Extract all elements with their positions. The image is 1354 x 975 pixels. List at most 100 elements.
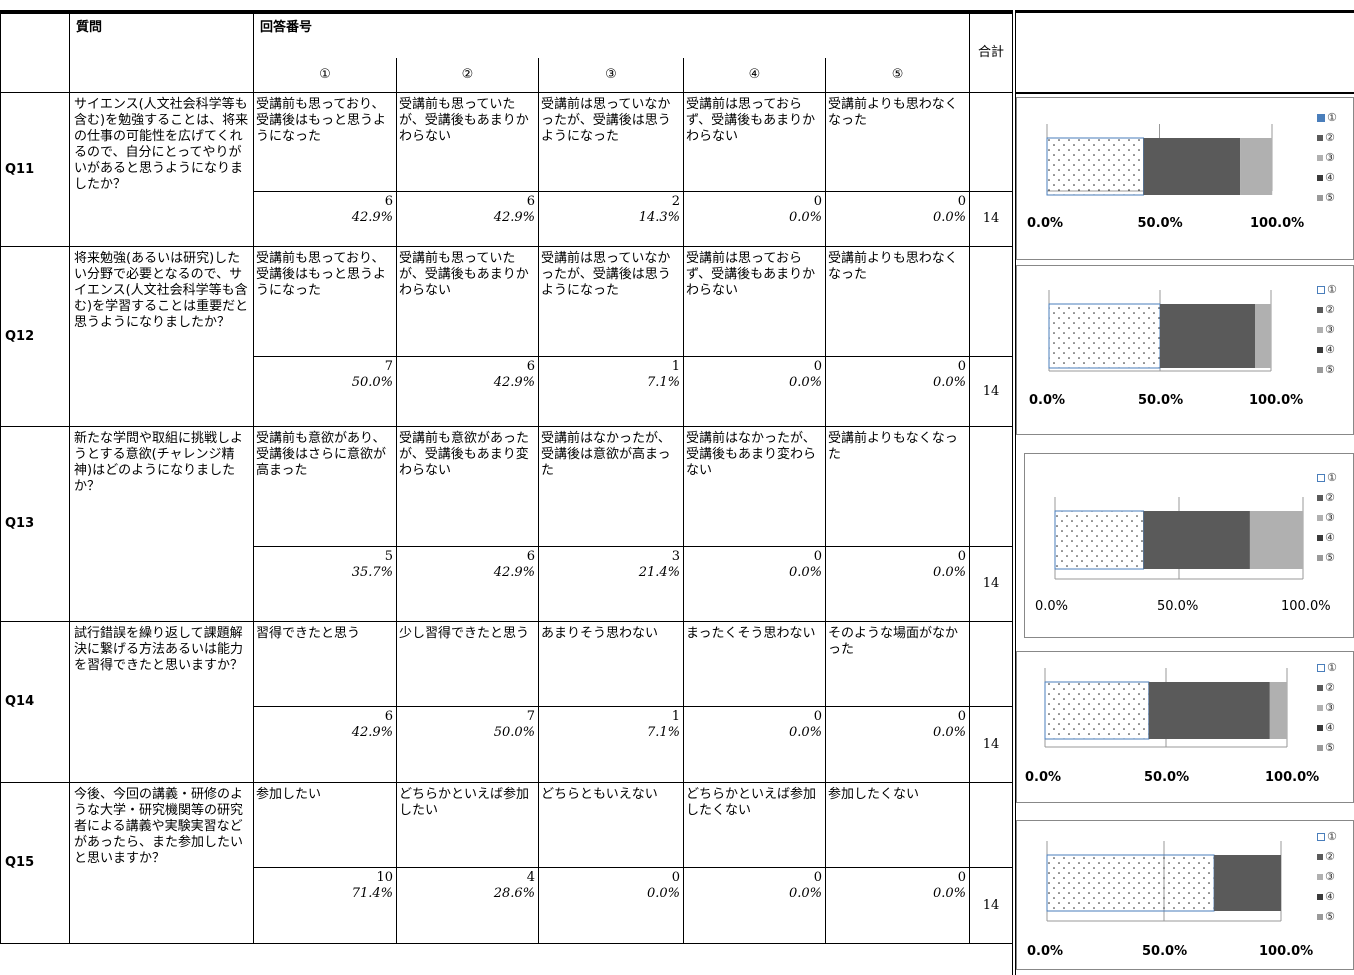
option-text-1: 受講前も意欲があり、受講後はさらに意欲が高まった bbox=[253, 426, 397, 547]
count-cell-4: 0 0.0% bbox=[683, 867, 826, 944]
right-header-rule bbox=[1016, 92, 1354, 94]
legend-label: ⑤ bbox=[1325, 363, 1335, 376]
count-cell-5: 0 0.0% bbox=[824, 356, 971, 427]
stacked-bar-chart-q11: 0.0% 50.0% 100.0% ① ② ③ ④ ⑤ bbox=[1016, 97, 1354, 260]
legend-label: ④ bbox=[1325, 343, 1335, 356]
legend-swatch bbox=[1317, 874, 1323, 880]
count-value: 0 bbox=[671, 870, 680, 885]
option-text-2: 少し習得できたと思う bbox=[396, 621, 539, 707]
legend-label: ① bbox=[1327, 661, 1337, 674]
bar-segment-2 bbox=[1214, 855, 1281, 911]
total-value: 14 bbox=[969, 546, 1014, 622]
count-value: 0 bbox=[813, 549, 822, 564]
x-tick-label: 0.0% bbox=[1025, 770, 1062, 785]
count-cell-4: 0 0.0% bbox=[683, 191, 826, 247]
option-text-5: 受講前よりも思わなくなった bbox=[824, 92, 971, 192]
legend-label: ② bbox=[1325, 850, 1335, 863]
answer-number-header: 回答番号 bbox=[252, 13, 971, 58]
total-value: 14 bbox=[969, 191, 1014, 247]
question-row-q15: Q15 今後、今回の講義・研修のような大学・研究機関等の研究者による講義や実験実習… bbox=[0, 782, 1014, 944]
option-text-5: そのような場面がなかった bbox=[824, 621, 971, 707]
legend-item-3: ③ bbox=[1317, 700, 1337, 720]
legend-swatch bbox=[1317, 347, 1323, 353]
option-text-4: 受講前はなかったが、受講後もあまり変わらない bbox=[683, 426, 826, 547]
count-value: 0 bbox=[957, 194, 967, 209]
legend-swatch bbox=[1317, 474, 1325, 482]
bar-segment-2 bbox=[1148, 682, 1270, 739]
legend-item-5: ⑤ bbox=[1317, 550, 1337, 570]
legend-label: ⑤ bbox=[1325, 910, 1335, 923]
legend-swatch bbox=[1317, 175, 1323, 181]
question-text: 将来勉強(あるいは研究)したい分野で必要となるので、サイエンス(人文社会科学等も… bbox=[69, 246, 254, 427]
stacked-bar-chart-q12: 0.0% 50.0% 100.0% ① ② ③ ④ ⑤ bbox=[1016, 265, 1354, 435]
total-header: 合計 bbox=[969, 13, 1014, 93]
bar-segment-1 bbox=[1046, 854, 1215, 912]
header-corner bbox=[0, 13, 70, 93]
count-value: 0 bbox=[813, 709, 822, 724]
legend-swatch bbox=[1317, 286, 1325, 294]
legend-item-5: ⑤ bbox=[1317, 740, 1337, 760]
percent-value: 0.0% bbox=[788, 375, 822, 390]
question-row-q13: Q13 新たな学問や取組に挑戦しようとする意欲(チャレンジ精神)はどのようになりま… bbox=[0, 426, 1014, 622]
chart-legend: ① ② ③ ④ ⑤ bbox=[1317, 660, 1337, 760]
legend-swatch bbox=[1317, 135, 1323, 141]
count-value: 0 bbox=[957, 709, 967, 724]
x-tick-label: 0.0% bbox=[1035, 599, 1069, 614]
total-value: 14 bbox=[969, 706, 1014, 783]
legend-swatch bbox=[1317, 535, 1323, 541]
percent-value: 50.0% bbox=[493, 725, 535, 740]
percent-value: 42.9% bbox=[493, 565, 535, 580]
option-text-2: 受講前も思っていたが、受講後もあまりかわらない bbox=[396, 92, 539, 192]
bar-segment-1 bbox=[1048, 303, 1161, 369]
bar-segment-1 bbox=[1054, 510, 1145, 570]
legend-label: ⑤ bbox=[1325, 551, 1335, 564]
bar-segment-2 bbox=[1143, 511, 1250, 569]
count-row-q12: 7 50.0% 6 42.9% 1 7.1% 0 0.0% 0 0.0% 14 bbox=[1, 356, 1014, 427]
count-cell-2: 6 42.9% bbox=[396, 546, 539, 622]
count-value: 0 bbox=[957, 870, 967, 885]
header-row: 質問 回答番号 合計 bbox=[0, 13, 1014, 93]
top-rule bbox=[0, 10, 1012, 13]
x-tick-label: 0.0% bbox=[1029, 393, 1066, 408]
legend-item-1: ① bbox=[1317, 660, 1337, 680]
option-text-5: 受講前よりも思わなくなった bbox=[824, 246, 971, 357]
legend-item-2: ② bbox=[1317, 490, 1337, 510]
percent-value: 0.0% bbox=[788, 886, 822, 901]
stacked-bar-chart-q13: 0.0% 50.0% 100.0% ① ② ③ ④ ⑤ bbox=[1024, 453, 1354, 638]
count-cell-1: 10 71.4% bbox=[253, 867, 397, 944]
option-text-5: 参加したくない bbox=[824, 782, 971, 868]
chart-svg bbox=[1048, 290, 1272, 372]
legend-item-4: ④ bbox=[1317, 720, 1337, 740]
option-text-3: どちらともいえない bbox=[538, 782, 684, 868]
option-text-2: 受講前も思っていたが、受講後もあまりかわらない bbox=[396, 246, 539, 357]
total-blank bbox=[969, 246, 1014, 357]
legend-item-2: ② bbox=[1317, 849, 1337, 869]
question-id: Q14 bbox=[0, 621, 70, 783]
legend-item-3: ③ bbox=[1317, 322, 1337, 342]
percent-value: 21.4% bbox=[638, 565, 680, 580]
option-text-3: 受講前はなかったが、受講後は意欲が高まった bbox=[538, 426, 684, 547]
count-cell-4: 0 0.0% bbox=[683, 356, 826, 427]
percent-value: 0.0% bbox=[933, 886, 967, 901]
question-text: 試行錯誤を繰り返して課題解決に繋げる方法あるいは能力を習得できたと思いますか？ bbox=[69, 621, 254, 783]
count-cell-3: 2 14.3% bbox=[538, 191, 684, 247]
x-tick-label: 50.0% bbox=[1144, 770, 1190, 785]
option-text-3: 受講前は思っていなかったが、受講後は思うようになった bbox=[538, 92, 684, 192]
bar-segment-3 bbox=[1249, 511, 1303, 569]
option-text-4: まったくそう思わない bbox=[683, 621, 826, 707]
count-value: 7 bbox=[384, 359, 393, 374]
bar-segment-3 bbox=[1255, 304, 1271, 368]
count-cell-3: 3 21.4% bbox=[538, 546, 684, 622]
question-row-q14: Q14 試行錯誤を繰り返して課題解決に繋げる方法あるいは能力を習得できたと思います… bbox=[0, 621, 1014, 783]
chart-legend: ① ② ③ ④ ⑤ bbox=[1317, 282, 1337, 382]
count-value: 0 bbox=[957, 549, 967, 564]
legend-swatch bbox=[1317, 833, 1325, 841]
legend-swatch bbox=[1317, 555, 1323, 561]
x-tick-label: 0.0% bbox=[1027, 216, 1064, 231]
legend-item-5: ⑤ bbox=[1317, 362, 1337, 382]
count-value: 6 bbox=[384, 194, 393, 209]
legend-swatch bbox=[1317, 367, 1323, 373]
legend-swatch bbox=[1317, 745, 1323, 751]
total-blank bbox=[969, 426, 1014, 547]
percent-value: 35.7% bbox=[351, 565, 393, 580]
